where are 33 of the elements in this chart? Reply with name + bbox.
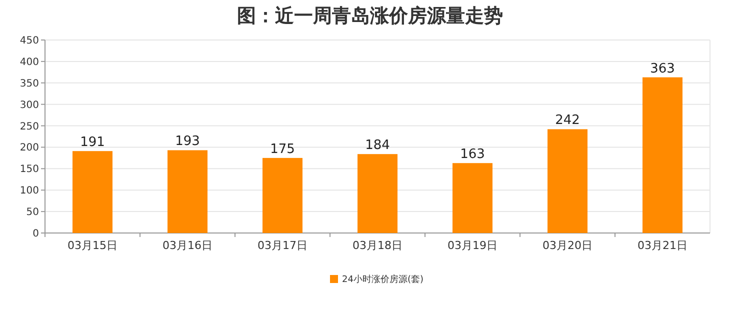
y-tick-label: 450: [20, 36, 39, 46]
y-tick-label: 250: [20, 121, 39, 132]
y-tick-label: 150: [20, 164, 39, 176]
bar: [548, 129, 588, 233]
chart-title: 图：近一周青岛涨价房源量走势: [237, 5, 503, 27]
data-label: 363: [650, 61, 675, 76]
x-tick-label: 03月19日: [448, 239, 498, 252]
y-tick-label: 50: [26, 207, 39, 218]
x-tick-label: 03月15日: [68, 239, 118, 252]
bar: [642, 77, 682, 233]
x-tick-label: 03月17日: [258, 239, 308, 252]
data-label: 242: [555, 113, 580, 128]
data-label: 193: [175, 134, 200, 150]
y-tick-label: 350: [20, 78, 39, 90]
legend-label: 24小时涨价房源(套): [342, 274, 424, 285]
data-label: 175: [270, 142, 295, 157]
y-tick-label: 400: [20, 56, 39, 68]
bar: [452, 163, 492, 233]
x-tick-label: 03月16日: [162, 239, 212, 252]
data-label: 191: [80, 135, 105, 150]
data-label: 163: [460, 147, 485, 162]
bar: [358, 154, 398, 233]
bar: [262, 158, 302, 233]
x-tick-label: 03月18日: [352, 239, 402, 252]
x-tick-label: 03月20日: [542, 239, 592, 252]
x-tick-label: 03月21日: [638, 239, 688, 252]
y-tick-label: 0: [32, 228, 39, 240]
y-tick-label: 300: [20, 100, 39, 111]
bar: [168, 150, 208, 233]
y-tick-label: 100: [20, 186, 39, 197]
bar: [72, 151, 112, 233]
y-tick-label: 200: [20, 142, 39, 154]
data-label: 184: [365, 138, 390, 154]
